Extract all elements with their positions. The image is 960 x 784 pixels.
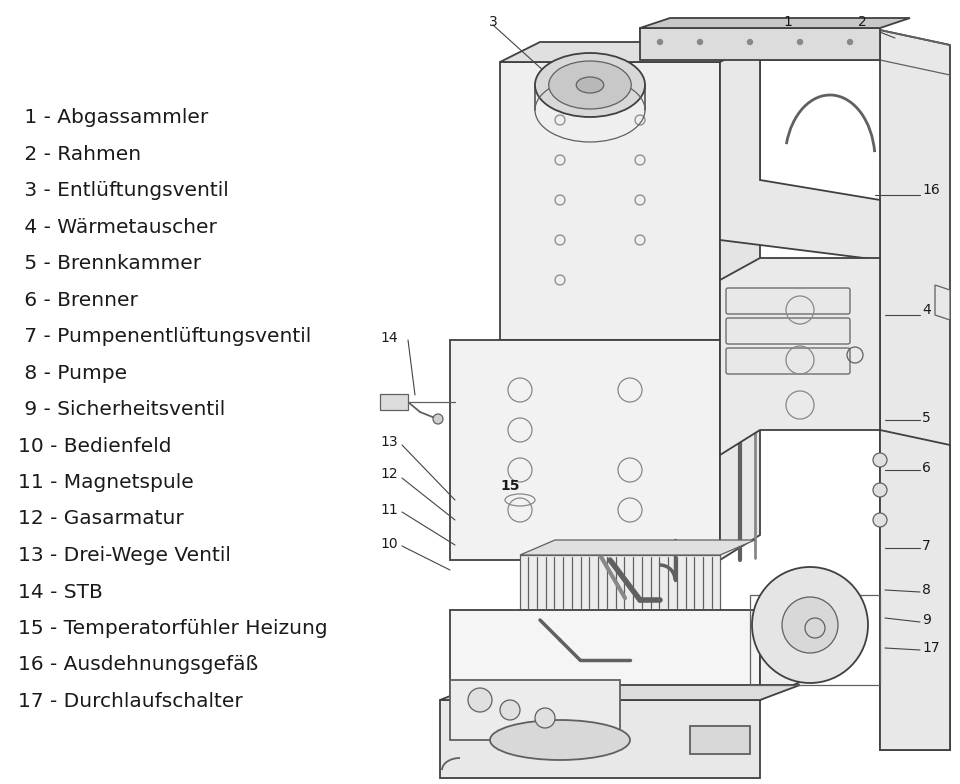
Circle shape xyxy=(468,688,492,712)
Text: 2 - Rahmen: 2 - Rahmen xyxy=(18,144,141,164)
Polygon shape xyxy=(440,700,760,778)
Polygon shape xyxy=(440,685,800,700)
Circle shape xyxy=(873,483,887,497)
Polygon shape xyxy=(720,42,880,260)
FancyBboxPatch shape xyxy=(726,288,850,314)
Polygon shape xyxy=(880,30,950,750)
Polygon shape xyxy=(720,42,760,340)
Text: 10 - Bedienfeld: 10 - Bedienfeld xyxy=(18,437,172,456)
Text: 10: 10 xyxy=(380,537,398,551)
Text: 12: 12 xyxy=(380,467,398,481)
Circle shape xyxy=(798,39,803,45)
Text: 13 - Drei-Wege Ventil: 13 - Drei-Wege Ventil xyxy=(18,546,230,565)
Polygon shape xyxy=(450,680,620,740)
Ellipse shape xyxy=(576,77,604,93)
Text: 11 - Magnetspule: 11 - Magnetspule xyxy=(18,473,194,492)
Text: 4: 4 xyxy=(922,303,931,317)
Text: 14 - STB: 14 - STB xyxy=(18,583,103,601)
Circle shape xyxy=(873,513,887,527)
Text: 16: 16 xyxy=(922,183,940,197)
Text: 5: 5 xyxy=(922,411,931,425)
Text: 11: 11 xyxy=(380,503,398,517)
Text: 1 - Abgassammler: 1 - Abgassammler xyxy=(18,108,208,127)
Circle shape xyxy=(748,39,753,45)
Text: 6: 6 xyxy=(922,461,931,475)
Polygon shape xyxy=(760,592,800,700)
Ellipse shape xyxy=(549,61,632,109)
Polygon shape xyxy=(640,28,880,60)
Polygon shape xyxy=(720,315,760,560)
Text: 13: 13 xyxy=(380,435,398,449)
Ellipse shape xyxy=(535,53,645,117)
FancyBboxPatch shape xyxy=(726,318,850,344)
Text: 17: 17 xyxy=(922,641,940,655)
Text: 14: 14 xyxy=(380,331,398,345)
Polygon shape xyxy=(450,610,760,700)
Text: 8 - Pumpe: 8 - Pumpe xyxy=(18,364,127,383)
Polygon shape xyxy=(500,62,720,340)
Text: 9: 9 xyxy=(922,613,931,627)
Text: 15 - Temperatorfühler Heizung: 15 - Temperatorfühler Heizung xyxy=(18,619,327,638)
Text: 2: 2 xyxy=(857,15,866,29)
Text: 7: 7 xyxy=(922,539,931,553)
Circle shape xyxy=(500,700,520,720)
Circle shape xyxy=(535,708,555,728)
Text: 6 - Brenner: 6 - Brenner xyxy=(18,291,138,310)
Ellipse shape xyxy=(490,720,630,760)
Text: 5 - Brennkammer: 5 - Brennkammer xyxy=(18,254,202,273)
Bar xyxy=(690,726,750,754)
Polygon shape xyxy=(640,18,910,28)
Text: 15: 15 xyxy=(500,479,519,493)
Polygon shape xyxy=(935,285,950,320)
Text: 9 - Sicherheitsventil: 9 - Sicherheitsventil xyxy=(18,400,226,419)
Circle shape xyxy=(433,414,443,424)
Circle shape xyxy=(873,453,887,467)
Text: 7 - Pumpenentlüftungsventil: 7 - Pumpenentlüftungsventil xyxy=(18,327,311,346)
Circle shape xyxy=(782,597,838,653)
Polygon shape xyxy=(450,340,720,560)
Text: 8: 8 xyxy=(922,583,931,597)
Polygon shape xyxy=(720,258,880,455)
Bar xyxy=(380,394,408,410)
Text: 1: 1 xyxy=(783,15,792,29)
Text: 4 - Wärmetauscher: 4 - Wärmetauscher xyxy=(18,217,217,237)
Circle shape xyxy=(752,567,868,683)
Bar xyxy=(520,555,720,610)
FancyBboxPatch shape xyxy=(726,348,850,374)
Polygon shape xyxy=(500,42,760,62)
Polygon shape xyxy=(520,540,755,555)
Circle shape xyxy=(658,39,662,45)
Bar xyxy=(750,595,880,685)
Circle shape xyxy=(848,39,852,45)
Polygon shape xyxy=(880,430,950,750)
Text: 3 - Entlüftungsventil: 3 - Entlüftungsventil xyxy=(18,181,228,200)
Text: 16 - Ausdehnungsgefäß: 16 - Ausdehnungsgefäß xyxy=(18,655,258,674)
Text: 3: 3 xyxy=(489,15,497,29)
Circle shape xyxy=(698,39,703,45)
Text: 12 - Gasarmatur: 12 - Gasarmatur xyxy=(18,510,183,528)
Text: 17 - Durchlaufschalter: 17 - Durchlaufschalter xyxy=(18,692,243,711)
